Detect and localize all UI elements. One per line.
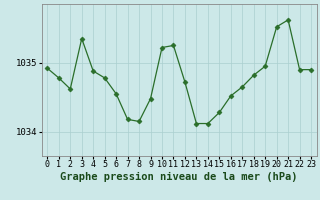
X-axis label: Graphe pression niveau de la mer (hPa): Graphe pression niveau de la mer (hPa)	[60, 172, 298, 182]
